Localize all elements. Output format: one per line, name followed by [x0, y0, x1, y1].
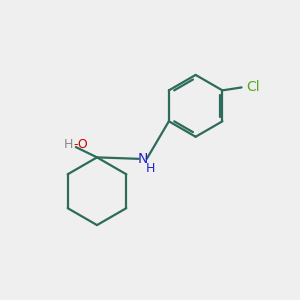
Text: H: H — [146, 162, 156, 175]
Text: Cl: Cl — [246, 80, 260, 94]
Text: -O: -O — [74, 138, 88, 151]
Text: H: H — [64, 138, 74, 151]
Text: N: N — [137, 152, 148, 166]
